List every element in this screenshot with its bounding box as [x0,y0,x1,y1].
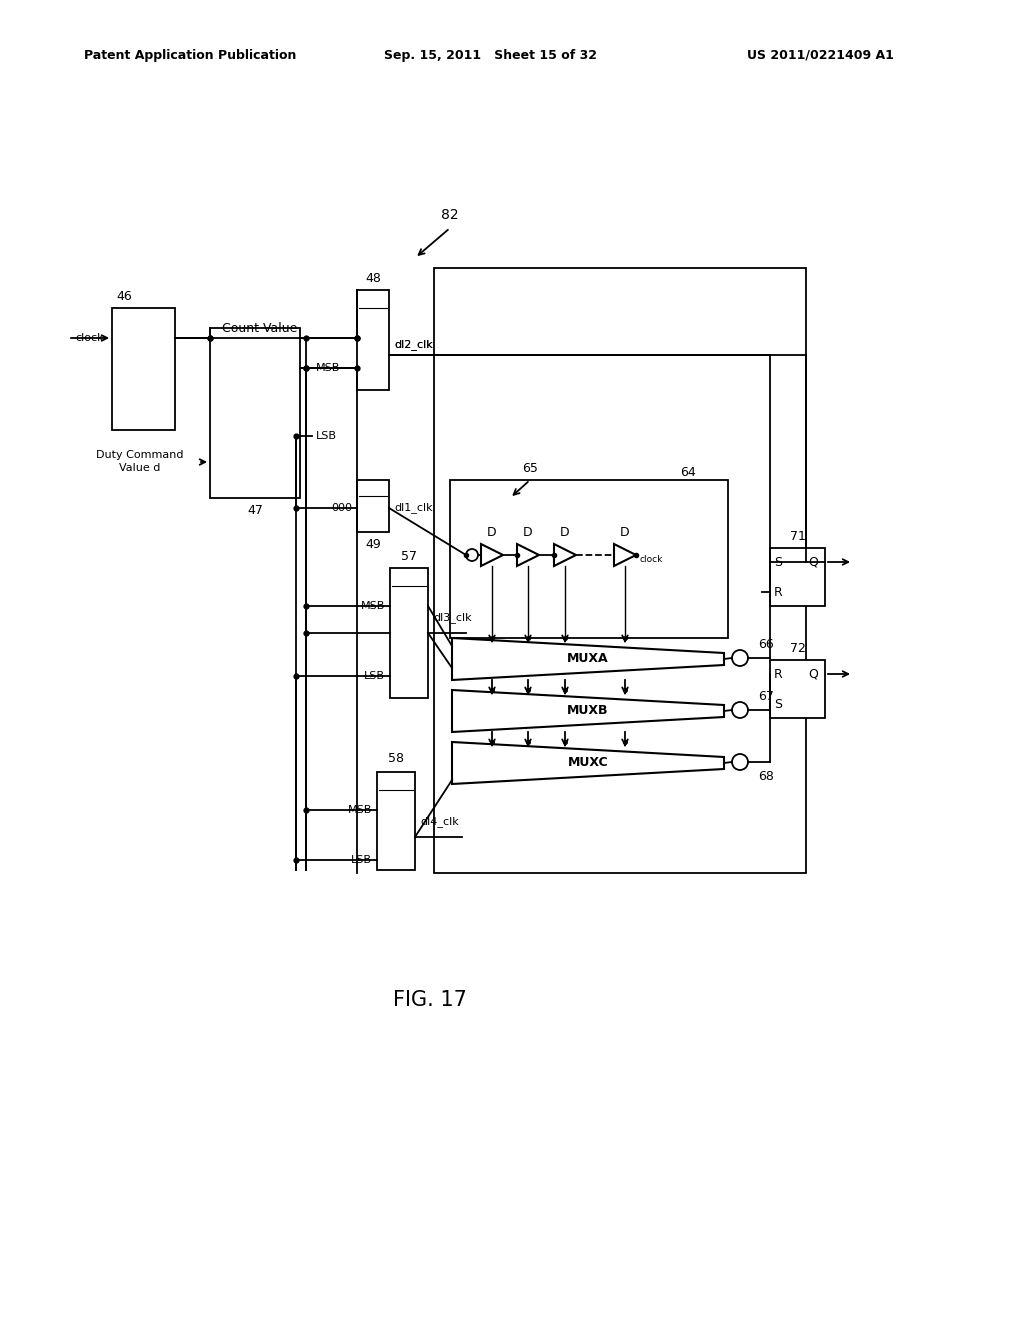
Text: Q: Q [808,556,818,569]
Bar [770,660,825,718]
Bar [357,480,389,532]
Text: dl4_clk: dl4_clk [420,817,459,828]
Text: 47: 47 [247,503,263,516]
Text: 65: 65 [522,462,538,474]
Text: D: D [621,527,630,540]
Polygon shape [452,690,724,733]
Text: R: R [773,586,782,598]
Text: dl2_clk: dl2_clk [394,339,433,350]
Text: 000: 000 [331,503,352,513]
Text: S: S [774,697,782,710]
Text: Count Value: Count Value [222,322,298,334]
Text: MSB: MSB [316,363,340,374]
Text: D: D [523,527,532,540]
Polygon shape [452,742,724,784]
Text: 58: 58 [388,751,404,764]
Text: dl2_clk: dl2_clk [394,339,433,350]
Text: MSB: MSB [347,805,372,814]
Text: Sep. 15, 2011   Sheet 15 of 32: Sep. 15, 2011 Sheet 15 of 32 [384,49,597,62]
Bar [434,268,806,873]
Text: LSB: LSB [351,855,372,865]
Text: 46: 46 [116,289,132,302]
Bar [450,480,728,638]
Text: MUXB: MUXB [567,705,608,718]
Text: dl3_clk: dl3_clk [433,612,472,623]
Text: 64: 64 [680,466,695,479]
Text: LSB: LSB [316,432,337,441]
Text: Duty Command: Duty Command [96,450,183,459]
Text: 72: 72 [790,642,806,655]
Text: 68: 68 [758,770,774,783]
Bar [377,772,415,870]
Text: FIG. 17: FIG. 17 [393,990,467,1010]
Polygon shape [517,544,539,566]
Text: D: D [560,527,569,540]
Text: MSB: MSB [360,601,385,611]
Text: 67: 67 [758,689,774,702]
Polygon shape [481,544,503,566]
Text: Value d: Value d [120,463,161,473]
Text: 66: 66 [758,638,774,651]
Text: clock: clock [639,554,663,564]
Text: S: S [774,556,782,569]
Text: 49: 49 [366,537,381,550]
Polygon shape [614,544,636,566]
Text: US 2011/0221409 A1: US 2011/0221409 A1 [746,49,893,62]
Polygon shape [452,638,724,680]
Text: R: R [773,668,782,681]
Bar [210,327,300,498]
Text: MUXA: MUXA [567,652,609,665]
Text: 82: 82 [441,209,459,222]
Bar [770,548,825,606]
Bar [357,290,389,389]
Circle shape [732,754,748,770]
Text: 48: 48 [366,272,381,285]
Text: 71: 71 [790,529,806,543]
Polygon shape [554,544,575,566]
Text: Patent Application Publication: Patent Application Publication [84,49,296,62]
Bar [112,308,175,430]
Circle shape [732,702,748,718]
Circle shape [466,549,478,561]
Text: MUXC: MUXC [567,756,608,770]
Text: 57: 57 [401,549,417,562]
Text: LSB: LSB [364,671,385,681]
Text: clock: clock [76,333,104,343]
Text: Q: Q [808,668,818,681]
Circle shape [732,649,748,667]
Text: D: D [487,527,497,540]
Text: dl1_clk: dl1_clk [394,503,432,513]
Bar [390,568,428,698]
